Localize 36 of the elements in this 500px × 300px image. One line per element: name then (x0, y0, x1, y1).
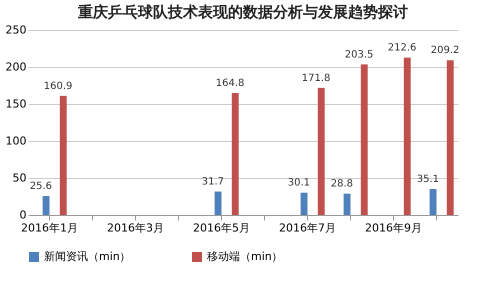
data-label: 164.8 (216, 78, 244, 90)
bar (60, 96, 67, 215)
bar (430, 189, 436, 215)
bar (300, 192, 308, 215)
y-tick-label: 150 (6, 98, 26, 110)
bar (360, 64, 368, 215)
chart-title: 重庆乒乓球队技术表现的数据分析与发展趋势探讨 (77, 3, 408, 21)
bar (446, 60, 454, 215)
data-label: 28.8 (330, 178, 354, 190)
x-tick-label: 2016年7月 (279, 222, 336, 234)
y-tick-label: 0 (20, 208, 26, 222)
data-label: 35.1 (416, 174, 440, 186)
data-label: 209.2 (430, 45, 460, 56)
data-label: 30.1 (288, 178, 310, 189)
x-tick-label: 2016年3月 (107, 222, 164, 234)
y-tick-label: 250 (6, 24, 26, 36)
bar (404, 58, 411, 215)
bar (344, 194, 350, 215)
bar (232, 93, 239, 215)
x-tick-label: 2016年5月 (193, 222, 250, 234)
legend-label: 新闻资讯（min） (44, 250, 131, 263)
legend-label: 移动端（min） (207, 250, 283, 263)
data-label: 31.7 (202, 176, 224, 188)
x-tick-label: 2016年1月 (21, 222, 78, 234)
data-label: 160.9 (44, 80, 72, 92)
bar (42, 196, 50, 215)
data-label: 203.5 (344, 49, 374, 60)
y-tick-label: 100 (6, 134, 26, 148)
x-tick-label: 2016年9月 (365, 222, 422, 234)
y-tick-label: 200 (6, 60, 26, 74)
bar (318, 88, 325, 215)
bar (214, 192, 222, 215)
data-label: 171.8 (302, 72, 330, 84)
y-tick-label: 50 (12, 172, 26, 184)
data-label: 25.6 (30, 181, 52, 192)
data-label: 212.6 (388, 42, 416, 54)
